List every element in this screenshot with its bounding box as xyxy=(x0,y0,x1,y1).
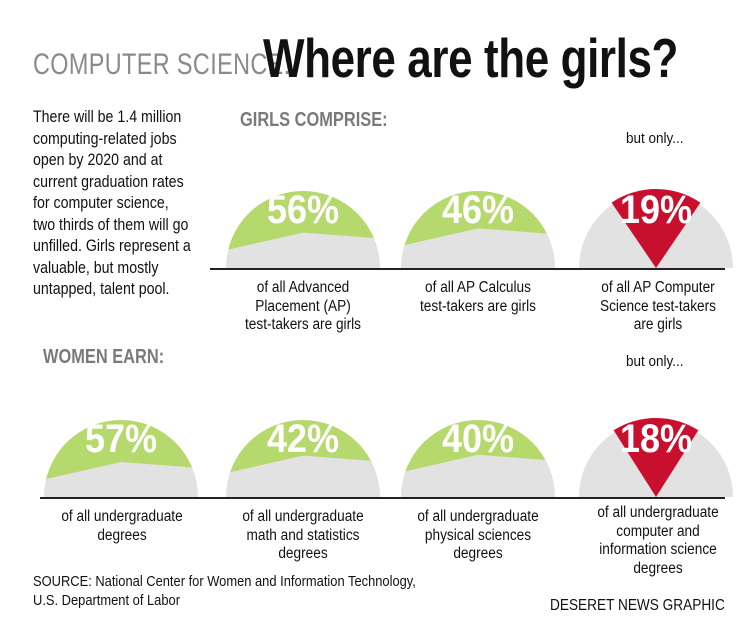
dial-value-fill xyxy=(401,191,555,247)
caption-line: math and statistics xyxy=(246,526,360,544)
caption-line: degrees xyxy=(97,526,147,544)
dial-value-fill xyxy=(226,420,380,474)
dial-percent-label: 57% xyxy=(85,417,157,461)
dial-1-0 xyxy=(44,420,198,497)
row2-baseline xyxy=(40,497,725,499)
caption-line: degrees xyxy=(453,545,503,562)
dial-percent-label: 40% xyxy=(442,417,514,461)
source-line: SOURCE: National Center for Women and In… xyxy=(33,573,416,590)
dial-percent-label: 19% xyxy=(620,188,692,232)
girls-comprise-label: GIRLS COMPRISE: xyxy=(240,109,388,131)
caption-ap-calculus: of all AP Calculus test-takers are girls xyxy=(404,279,552,316)
kicker-label: COMPUTER SCIENCE: xyxy=(33,48,291,81)
row1-baseline xyxy=(210,268,725,270)
caption-line: of all undergraduate xyxy=(242,508,364,525)
caption-line: test-takers are girls xyxy=(420,297,536,315)
women-earn-label: WOMEN EARN: xyxy=(43,346,165,368)
intro-line: untapped, talent pool. xyxy=(33,280,170,298)
caption-undergrad-all: of all undergraduate degrees xyxy=(48,508,196,545)
dial-0-1 xyxy=(401,191,555,268)
caption-line: test-takers are girls xyxy=(245,316,361,333)
caption-ap-overall: of all Advanced Placement (AP) test-take… xyxy=(229,279,377,335)
caption-undergrad-physical: of all undergraduate physical sciences d… xyxy=(404,508,552,564)
source-note: SOURCE: National Center for Women and In… xyxy=(33,572,416,610)
caption-line: physical sciences xyxy=(424,526,532,544)
caption-line: of all undergraduate xyxy=(597,504,719,521)
graphic-credit: DESERET NEWS GRAPHIC xyxy=(550,597,725,614)
intro-line: for computer science, xyxy=(33,194,169,212)
dial-value-fill xyxy=(226,191,380,251)
dial-1-2 xyxy=(401,420,555,497)
dial-value-fill xyxy=(401,420,555,473)
caption-line: computer and xyxy=(616,522,700,540)
caption-line: of all AP Calculus xyxy=(425,279,531,296)
dial-0-2 xyxy=(579,189,733,268)
dial-1-1 xyxy=(226,420,380,497)
dial-value-wedge xyxy=(611,189,701,268)
dial-0-0 xyxy=(226,191,380,268)
intro-line: current graduation rates xyxy=(33,172,184,191)
intro-line: unfilled. Girls represent a xyxy=(33,237,191,255)
dial-value-fill xyxy=(44,420,198,480)
dial-percent-label: 18% xyxy=(620,417,692,461)
intro-line: two thirds of them will go xyxy=(33,215,189,234)
page-title: Where are the girls? xyxy=(263,27,679,89)
caption-line: of all AP Computer xyxy=(601,279,715,296)
caption-line: degrees xyxy=(278,545,328,562)
caption-line: of all Advanced xyxy=(256,279,350,296)
caption-undergrad-cs: of all undergraduate computer and inform… xyxy=(584,504,732,578)
intro-paragraph: There will be 1.4 million computing-rela… xyxy=(33,107,231,301)
intro-line: open by 2020 and at xyxy=(33,151,163,169)
caption-line: Placement (AP) xyxy=(255,297,351,315)
caption-line: Science test-takers xyxy=(600,297,716,315)
dial-percent-label: 42% xyxy=(267,417,339,461)
dial-percent-label: 56% xyxy=(267,188,339,232)
but-only-note: but only... xyxy=(626,353,684,370)
dial-value-wedge xyxy=(613,418,699,497)
intro-line: There will be 1.4 million xyxy=(33,108,182,126)
caption-line: degrees xyxy=(633,559,683,577)
caption-line: information science xyxy=(599,541,717,558)
caption-ap-cs: of all AP Computer Science test-takers a… xyxy=(584,279,732,335)
but-only-note: but only... xyxy=(626,130,684,147)
source-line: U.S. Department of Labor xyxy=(33,592,180,609)
caption-line: are girls xyxy=(633,316,683,333)
intro-line: computing-related jobs xyxy=(33,129,177,148)
caption-line: of all undergraduate xyxy=(61,508,183,525)
dial-percent-label: 46% xyxy=(442,188,514,232)
intro-line: valuable, but mostly xyxy=(33,258,159,277)
caption-line: of all undergraduate xyxy=(417,508,539,525)
dial-1-3 xyxy=(579,418,733,497)
caption-undergrad-math: of all undergraduate math and statistics… xyxy=(229,508,377,564)
